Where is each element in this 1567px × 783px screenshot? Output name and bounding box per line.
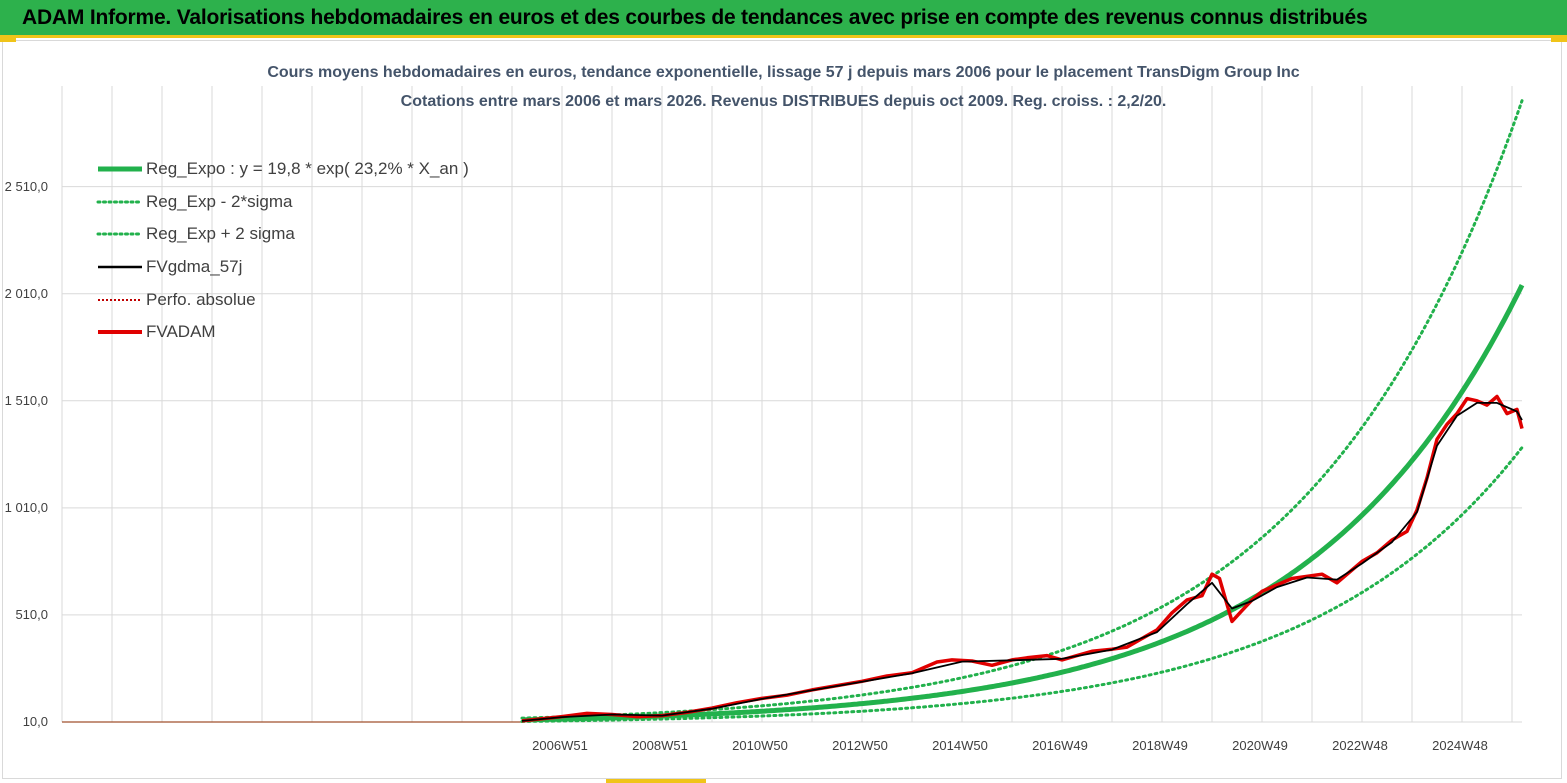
x-tick-label: 2014W50 (932, 738, 988, 753)
frame-corner-left (0, 38, 16, 42)
x-tick-label: 2022W48 (1332, 738, 1388, 753)
legend-swatch-reg-exp-minus (96, 200, 142, 204)
chart-title-line2: Cotations entre mars 2006 et mars 2026. … (400, 93, 1167, 110)
legend-item-reg-exp-plus: Reg_Exp + 2 sigma (96, 218, 469, 251)
x-tick-label: 2006W51 (532, 738, 588, 753)
reg-exp-plus-2sigma-line (520, 99, 1524, 720)
x-tick-label: 2024W48 (1432, 738, 1488, 753)
report-banner: ADAM Informe. Valorisations hebdomadaire… (0, 0, 1567, 38)
chart-marks (62, 99, 1525, 723)
y-tick-label: 2 010,0 (4, 285, 48, 301)
fvadam-line (521, 394, 1524, 723)
legend-item-fvadam: FVADAM (96, 316, 469, 349)
chart-legend: Reg_Expo : y = 19,8 * exp( 23,2% * X_an … (96, 153, 469, 349)
y-tick-label: 10,0 (22, 714, 48, 729)
report-title: ADAM Informe. Valorisations hebdomadaire… (22, 6, 1368, 29)
x-tick-label: 2016W49 (1032, 738, 1088, 753)
reg-expo-line (522, 283, 1525, 723)
legend-label-reg-exp-plus: Reg_Exp + 2 sigma (146, 224, 295, 244)
legend-label-fvadam: FVADAM (146, 322, 216, 342)
legend-label-fvgdma: FVgdma_57j (146, 257, 243, 277)
legend-item-fvgdma: FVgdma_57j (96, 251, 469, 284)
grid-lines (61, 86, 1522, 723)
legend-item-reg-expo: Reg_Expo : y = 19,8 * exp( 23,2% * X_an … (96, 153, 469, 186)
fvgdma-line (521, 402, 1523, 722)
legend-label-reg-expo: Reg_Expo : y = 19,8 * exp( 23,2% * X_an … (146, 159, 469, 179)
frame-corner-right (1551, 38, 1567, 42)
reg-exp-minus-2sigma-line (520, 446, 1524, 723)
legend-label-perfo-absolue: Perfo. absolue (146, 289, 256, 309)
chart-title-line1: Cours moyens hebdomadaires en euros, ten… (267, 64, 1300, 81)
legend-swatch-fvadam (98, 330, 142, 335)
chart-frame (2, 40, 1562, 779)
legend-swatch-reg-expo (98, 166, 142, 172)
legend-label-reg-exp-minus: Reg_Exp - 2*sigma (146, 191, 293, 211)
x-tick-label: 2018W49 (1132, 738, 1188, 753)
x-tick-label: 2012W50 (832, 738, 888, 753)
y-tick-label: 1 010,0 (4, 499, 48, 515)
x-tick-label: 2020W49 (1232, 738, 1288, 753)
legend-item-perfo-absolue: Perfo. absolue (96, 283, 469, 316)
frame-corner-bottom (606, 779, 706, 783)
legend-swatch-perfo-absolue (98, 298, 142, 301)
y-tick-label: 2 510,0 (4, 178, 48, 194)
legend-swatch-fvgdma (98, 265, 142, 269)
y-tick-label: 1 510,0 (4, 392, 48, 408)
legend-item-reg-exp-minus: Reg_Exp - 2*sigma (96, 186, 469, 219)
x-tick-label: 2008W51 (632, 738, 688, 753)
y-tick-label: 510,0 (15, 606, 48, 622)
legend-swatch-reg-exp-plus (96, 232, 142, 236)
x-tick-label: 2010W50 (732, 738, 788, 753)
